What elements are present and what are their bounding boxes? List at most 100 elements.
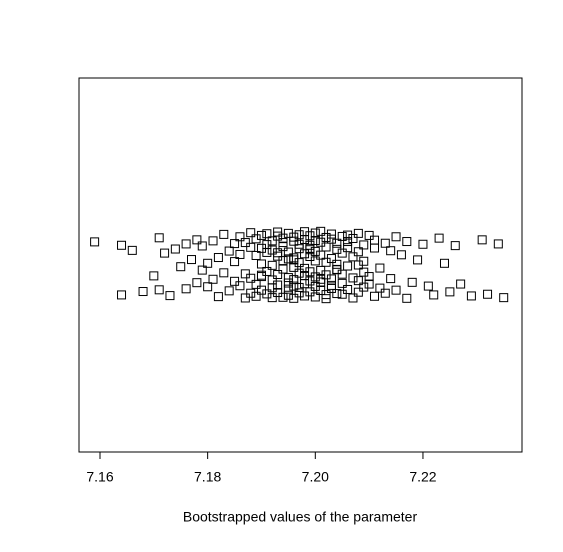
point — [235, 281, 245, 291]
point — [326, 254, 336, 264]
point — [289, 232, 299, 242]
point — [413, 255, 423, 265]
point — [251, 279, 261, 289]
point — [283, 278, 293, 288]
point — [197, 265, 207, 275]
point — [294, 258, 304, 268]
point — [402, 293, 412, 303]
point — [262, 229, 272, 239]
point — [251, 291, 261, 301]
point — [224, 286, 234, 296]
point — [316, 237, 326, 247]
point — [305, 243, 315, 253]
x-axis-label: Bootstrapped values of the parameter — [183, 509, 418, 525]
point — [310, 236, 320, 246]
point — [208, 274, 218, 284]
point — [343, 230, 353, 240]
point — [294, 288, 304, 298]
point — [170, 244, 180, 254]
x-tick-label: 7.20 — [302, 469, 329, 485]
point — [283, 254, 293, 264]
point — [305, 287, 315, 297]
point — [429, 290, 439, 300]
point — [165, 291, 175, 301]
point — [370, 291, 380, 301]
point — [321, 294, 331, 304]
point — [213, 292, 223, 302]
point — [230, 257, 240, 267]
point — [256, 259, 266, 269]
point — [434, 233, 444, 243]
point — [353, 276, 363, 286]
point — [246, 288, 256, 298]
point — [294, 268, 304, 278]
point — [256, 230, 266, 240]
point — [267, 260, 277, 270]
point — [375, 283, 385, 293]
x-tick-label: 7.16 — [86, 469, 113, 485]
point — [332, 238, 342, 248]
point — [273, 248, 283, 258]
point — [294, 230, 304, 240]
point — [316, 250, 326, 260]
point — [386, 246, 396, 256]
point — [305, 267, 315, 277]
point — [240, 238, 250, 248]
point — [240, 293, 250, 303]
point — [246, 228, 256, 238]
point — [466, 291, 476, 301]
point — [337, 248, 347, 258]
point — [380, 238, 390, 248]
point — [423, 281, 433, 291]
point — [456, 279, 466, 289]
point — [192, 278, 202, 288]
point — [176, 262, 186, 272]
point — [273, 227, 283, 237]
point — [235, 249, 245, 259]
point — [380, 288, 390, 298]
point — [332, 259, 342, 269]
point — [326, 283, 336, 293]
point — [267, 245, 277, 255]
point — [305, 231, 315, 241]
point — [219, 268, 229, 278]
point — [267, 283, 277, 293]
point — [283, 284, 293, 294]
point — [90, 237, 100, 247]
point — [310, 256, 320, 266]
point — [445, 287, 455, 297]
point — [391, 285, 401, 295]
point — [256, 270, 266, 280]
point — [289, 255, 299, 265]
point — [332, 264, 342, 274]
point — [138, 287, 148, 297]
point — [310, 228, 320, 238]
point — [321, 242, 331, 252]
point — [181, 239, 191, 249]
point — [289, 281, 299, 291]
point — [348, 233, 358, 243]
point — [289, 275, 299, 285]
point — [278, 264, 288, 274]
point — [337, 278, 347, 288]
point — [213, 253, 223, 263]
point — [402, 237, 412, 247]
point — [197, 241, 207, 251]
point — [316, 274, 326, 284]
point — [364, 279, 374, 289]
point — [310, 292, 320, 302]
point — [300, 263, 310, 273]
point — [396, 250, 406, 260]
point — [154, 285, 164, 295]
point — [283, 247, 293, 257]
point — [359, 240, 369, 250]
point — [278, 292, 288, 302]
point — [326, 229, 336, 239]
point — [294, 239, 304, 249]
point — [343, 243, 353, 253]
point — [273, 288, 283, 298]
point — [353, 228, 363, 238]
point — [283, 273, 293, 283]
point — [154, 233, 164, 243]
